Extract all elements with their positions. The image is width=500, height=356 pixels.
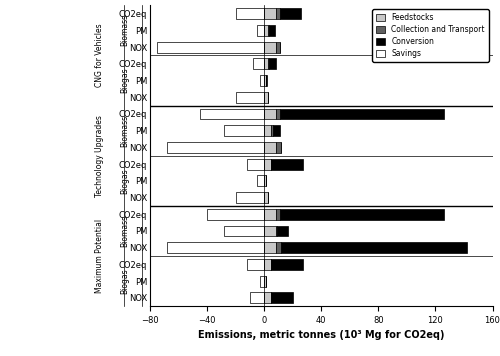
Bar: [268, 58, 269, 69]
Bar: [272, 125, 280, 136]
Bar: [224, 225, 264, 236]
Bar: [247, 259, 264, 270]
Bar: [264, 109, 276, 119]
Bar: [264, 259, 272, 270]
Bar: [276, 209, 280, 220]
Bar: [264, 209, 276, 220]
Text: Biomass: Biomass: [120, 115, 130, 147]
Text: Biomass: Biomass: [120, 215, 130, 247]
Bar: [167, 242, 264, 253]
Bar: [264, 42, 276, 53]
Bar: [207, 209, 264, 220]
Bar: [264, 8, 276, 19]
Bar: [264, 142, 276, 153]
Text: Biogas: Biogas: [120, 268, 130, 294]
Bar: [264, 125, 272, 136]
Bar: [276, 225, 277, 236]
Bar: [247, 159, 264, 169]
Bar: [200, 109, 264, 119]
Text: Technology Upgrades: Technology Upgrades: [96, 115, 104, 197]
Bar: [264, 192, 268, 203]
Bar: [272, 292, 292, 303]
Bar: [264, 58, 268, 69]
Bar: [282, 242, 467, 253]
Text: Biomass: Biomass: [120, 14, 130, 47]
Bar: [276, 42, 280, 53]
Bar: [276, 109, 280, 119]
Bar: [277, 225, 288, 236]
Bar: [224, 125, 264, 136]
Bar: [236, 92, 264, 103]
Bar: [264, 25, 268, 36]
Bar: [272, 259, 302, 270]
Bar: [264, 75, 266, 86]
Bar: [280, 209, 444, 220]
Bar: [272, 159, 302, 169]
Bar: [276, 142, 281, 153]
Bar: [257, 176, 264, 186]
Bar: [266, 75, 267, 86]
Bar: [260, 75, 264, 86]
Bar: [264, 92, 268, 103]
Bar: [253, 58, 264, 69]
Bar: [280, 109, 444, 119]
Text: Biogas: Biogas: [120, 168, 130, 194]
Bar: [264, 176, 266, 186]
Bar: [269, 25, 275, 36]
Bar: [276, 8, 280, 19]
Bar: [276, 242, 281, 253]
X-axis label: Emissions, metric tonnes (10³ Mg for CO2eq): Emissions, metric tonnes (10³ Mg for CO2…: [198, 330, 444, 340]
Text: Maximum Potential: Maximum Potential: [96, 219, 104, 293]
Bar: [268, 25, 269, 36]
Bar: [264, 225, 276, 236]
Bar: [250, 292, 264, 303]
Bar: [257, 25, 264, 36]
Bar: [264, 242, 276, 253]
Text: Biogas: Biogas: [120, 68, 130, 93]
Bar: [167, 142, 264, 153]
Legend: Feedstocks, Collection and Transport, Conversion, Savings: Feedstocks, Collection and Transport, Co…: [372, 9, 488, 62]
Bar: [260, 276, 264, 287]
Bar: [264, 159, 272, 169]
Bar: [236, 192, 264, 203]
Bar: [280, 8, 301, 19]
Bar: [269, 58, 276, 69]
Text: CNG for Vehicles: CNG for Vehicles: [96, 23, 104, 87]
Bar: [264, 276, 266, 287]
Bar: [236, 8, 264, 19]
Bar: [157, 42, 264, 53]
Bar: [264, 292, 272, 303]
